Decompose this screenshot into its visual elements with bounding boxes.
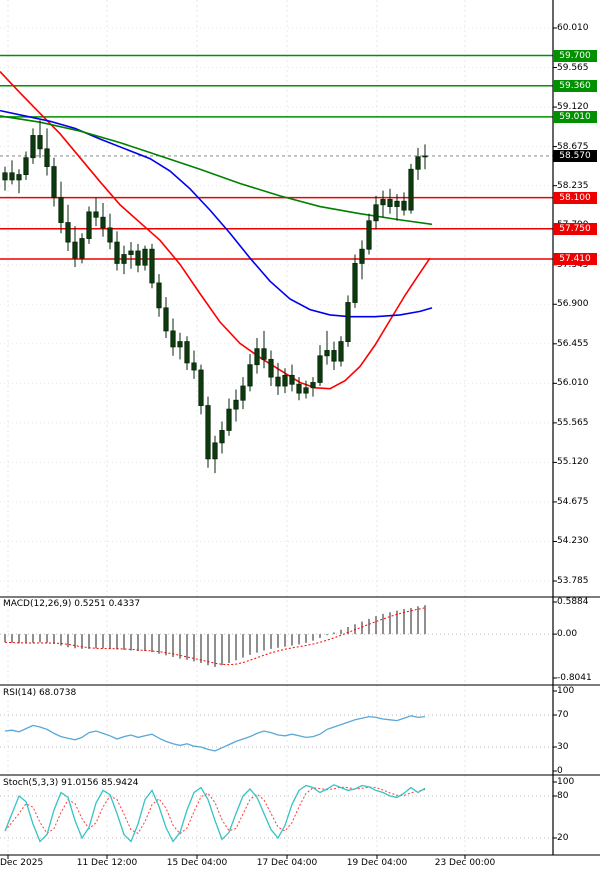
stoch-tick-label: 80 bbox=[557, 791, 569, 801]
macd-tick-label: 0.00 bbox=[557, 629, 578, 640]
price-tick-label: 57.345 bbox=[557, 259, 589, 270]
price-tick-label: 55.120 bbox=[557, 457, 589, 468]
time-axis-label: 11 Dec 12:00 bbox=[76, 858, 138, 868]
macd-tick-label: 0.5884 bbox=[557, 597, 589, 607]
price-tick-label: 56.900 bbox=[557, 299, 589, 310]
price-tick-label: 58.235 bbox=[557, 180, 589, 191]
price-axis[interactable]: 60.010 59.565 59.120 58.675 58.235 57.790 57.3… bbox=[553, 0, 600, 855]
rsi-tick-label: 0 bbox=[557, 766, 563, 776]
price-tick-label: 58.675 bbox=[557, 141, 589, 152]
macd-tick-label: -0.8041 bbox=[557, 673, 592, 683]
price-tick-label: 57.790 bbox=[557, 220, 589, 231]
time-axis-label: 15 Dec 04:00 bbox=[166, 858, 228, 868]
time-axis-label: 19 Dec 04:00 bbox=[346, 858, 408, 868]
price-tick-label: 54.230 bbox=[557, 536, 589, 547]
price-tick-label: 53.785 bbox=[557, 576, 589, 586]
price-tick-label: 56.010 bbox=[557, 378, 589, 389]
time-axis-label: Dec 2025 bbox=[0, 858, 44, 868]
price-tick-label: 54.675 bbox=[557, 496, 589, 507]
rsi-tick-label: 70 bbox=[557, 710, 569, 720]
rsi-tick-label: 30 bbox=[557, 742, 569, 752]
time-axis[interactable]: Dec 2025 11 Dec 12:00 15 Dec 04:00 17 Dec 0… bbox=[0, 856, 600, 876]
price-tick-label: 56.455 bbox=[557, 338, 589, 349]
stoch-tick-label: 20 bbox=[557, 833, 569, 843]
price-tick-label: 60.010 bbox=[557, 23, 589, 33]
time-axis-label: 17 Dec 04:00 bbox=[256, 858, 318, 868]
price-tick-label: 59.120 bbox=[557, 102, 589, 113]
rsi-tick-label: 100 bbox=[557, 686, 575, 696]
price-tick-label: 59.565 bbox=[557, 62, 589, 73]
time-axis-label: 23 Dec 00:00 bbox=[434, 858, 496, 868]
price-tick-label: 55.565 bbox=[557, 417, 589, 428]
stoch-tick-label: 100 bbox=[557, 777, 575, 787]
